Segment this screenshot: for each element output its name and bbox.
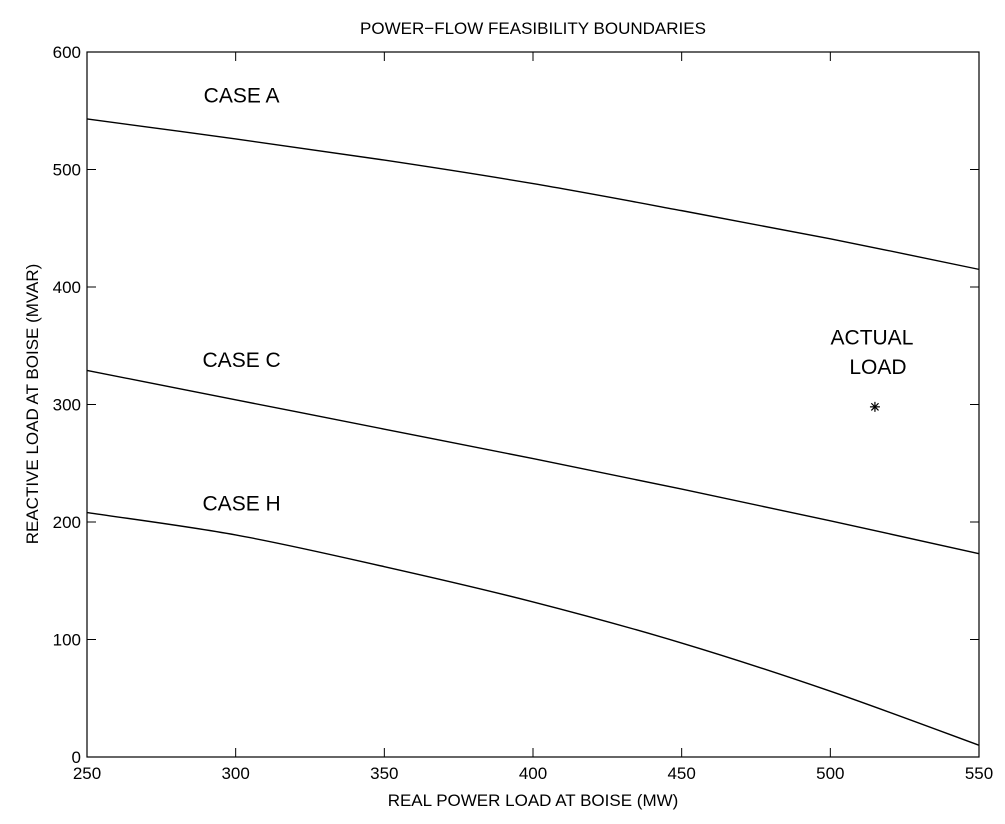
annotation-case-a: CASE A (204, 85, 280, 108)
annotation-case-c: CASE C (203, 349, 281, 372)
y-tick-label: 600 (53, 43, 81, 62)
series-line-case-a (86, 118, 980, 271)
chart-title: POWER−FLOW FEASIBILITY BOUNDARIES (360, 19, 706, 38)
x-tick-label: 400 (519, 764, 547, 783)
x-tick-label: 550 (965, 764, 993, 783)
y-tick-label: 400 (53, 278, 81, 297)
y-tick-label: 100 (53, 631, 81, 650)
x-tick-label: 250 (73, 764, 101, 783)
y-tick-label: 0 (72, 748, 81, 767)
series-group (86, 118, 980, 746)
x-tick-label: 350 (370, 764, 398, 783)
annotation-actual: ACTUAL (831, 327, 914, 350)
plot-frame (86, 51, 980, 758)
y-tick-label: 500 (53, 161, 81, 180)
x-tick-label: 450 (667, 764, 695, 783)
y-tick-label: 300 (53, 396, 81, 415)
x-tick-label: 300 (221, 764, 249, 783)
points-group (869, 401, 880, 412)
annotations-group: CASE A CASE C CASE H ACTUAL LOAD (203, 85, 914, 516)
actual-load-marker (869, 401, 880, 412)
y-tick-label: 200 (53, 513, 81, 532)
x-tick-label: 500 (816, 764, 844, 783)
axis-ticks: 250 300 350 400 450 500 550 0 100 200 300 400 500 600 (53, 43, 994, 783)
y-axis-title: REACTIVE LOAD AT BOISE (MVAR) (23, 264, 42, 545)
x-axis-title: REAL POWER LOAD AT BOISE (MW) (388, 791, 679, 810)
annotation-case-h: CASE H (203, 492, 281, 515)
annotation-load: LOAD (849, 356, 906, 379)
series-line-case-c (86, 369, 980, 555)
series-line-case-h (86, 511, 980, 746)
